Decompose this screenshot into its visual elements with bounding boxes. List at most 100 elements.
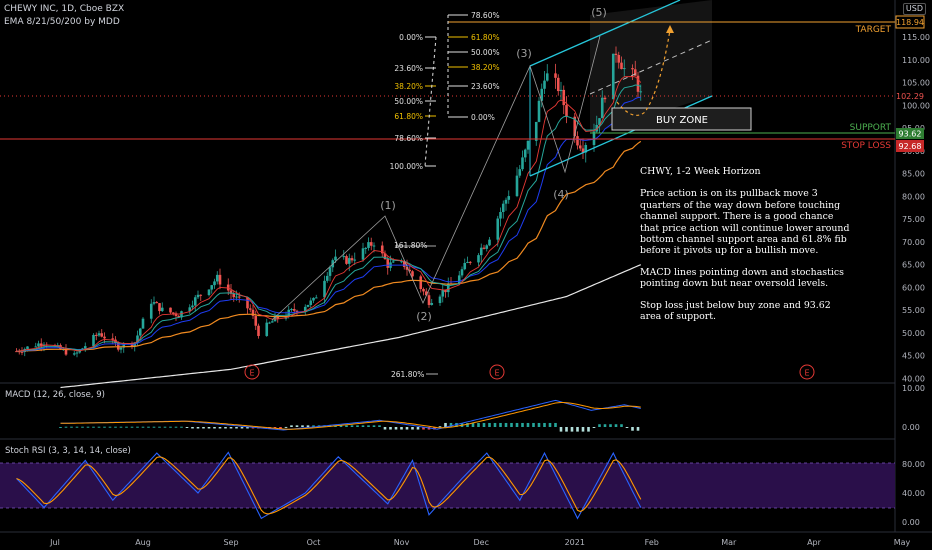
macd-histogram-bar xyxy=(152,426,156,428)
macd-histogram-bar xyxy=(372,425,376,427)
macd-histogram-bar xyxy=(108,426,112,428)
candle-body xyxy=(504,199,508,204)
candle-body xyxy=(578,145,582,149)
macd-histogram-bar xyxy=(141,426,145,428)
macd-histogram-bar xyxy=(598,424,601,427)
macd-histogram-bar xyxy=(537,422,541,427)
macd-histogram-bar xyxy=(587,427,590,432)
macd-histogram-bar xyxy=(284,426,288,428)
macd-signal-line xyxy=(60,402,641,430)
indicator-legend[interactable]: EMA 8/21/50/200 by MDD xyxy=(4,17,120,27)
macd-histogram-bar xyxy=(169,426,172,428)
macd-histogram-bar xyxy=(499,422,502,427)
macd-histogram-bar xyxy=(405,427,409,430)
support-price-tag xyxy=(896,128,924,139)
time-tick-label: Dec xyxy=(474,538,489,547)
macd-histogram-bar xyxy=(290,425,293,427)
candle-body xyxy=(100,333,104,337)
time-tick-label: Sep xyxy=(223,538,238,547)
candle-body xyxy=(400,261,403,263)
fib-right-382: 38.20% xyxy=(471,63,500,72)
projected-arrowhead xyxy=(666,25,674,33)
macd-histogram-bar xyxy=(312,425,315,427)
symbol-legend[interactable]: CHEWY INC, 1D, Cboe BZX xyxy=(4,4,125,14)
candle-body xyxy=(482,247,486,249)
price-tick-label: 70.00 xyxy=(902,238,925,247)
stoch-pane xyxy=(16,451,642,520)
earnings-marker[interactable] xyxy=(799,364,815,380)
fib-right-786: 78.60% xyxy=(471,11,500,20)
candle-body xyxy=(488,239,491,246)
candle-body xyxy=(72,353,76,355)
candle-body xyxy=(174,313,178,316)
macd-histogram-bar xyxy=(416,427,420,430)
time-axis[interactable]: Jul Aug Sep Oct Nov Dec 2021 Feb Mar Apr May xyxy=(49,538,910,547)
macd-histogram-bar xyxy=(163,426,167,428)
candle-body xyxy=(229,290,233,294)
macd-histogram-bar xyxy=(631,427,634,431)
candle-body xyxy=(309,300,313,305)
price-tick-label: 40.00 xyxy=(902,374,925,383)
macd-histogram-bar xyxy=(235,427,238,429)
macd-histogram-bar xyxy=(400,427,403,430)
ema-200-line xyxy=(60,264,642,389)
macd-tick-10: 10.00 xyxy=(902,384,925,393)
buy-zone-box[interactable] xyxy=(611,107,752,131)
macd-histogram-bar xyxy=(433,427,436,430)
candle-body xyxy=(251,309,255,316)
macd-histogram-bar xyxy=(383,427,387,430)
stoch-d-line xyxy=(16,456,642,515)
macd-histogram-bar xyxy=(345,425,348,427)
macd-histogram-bar xyxy=(207,427,211,429)
currency-scale-button[interactable]: USD xyxy=(902,3,926,15)
macd-histogram-bar xyxy=(301,425,304,427)
support-label: SUPPORT xyxy=(850,123,892,133)
macd-histogram-bar xyxy=(609,424,612,427)
macd-histogram-bar xyxy=(592,427,596,428)
candle-body xyxy=(430,303,434,305)
earnings-marker[interactable] xyxy=(489,364,505,380)
fib-left-382: 38.20% xyxy=(394,82,423,91)
candle-body xyxy=(97,333,101,336)
macd-histogram-bar xyxy=(411,427,414,430)
price-tick-label: 50.00 xyxy=(902,329,925,338)
macd-histogram-bar xyxy=(97,426,101,428)
candle-body xyxy=(617,54,621,63)
target-price-tag xyxy=(895,15,925,29)
candle-body xyxy=(26,346,29,349)
macd-histogram-bar xyxy=(581,427,585,432)
candle-body xyxy=(292,309,296,311)
macd-histogram-bar xyxy=(196,427,200,429)
candle-body xyxy=(540,88,544,101)
macd-histogram-bar xyxy=(444,422,447,427)
stoch-label: Stoch RSI (3, 3, 14, 14, close) xyxy=(5,446,131,456)
macd-histogram-bar xyxy=(510,422,513,427)
candle-body xyxy=(576,136,579,146)
candle-body xyxy=(386,259,390,268)
candle-body xyxy=(463,262,467,270)
candle-body xyxy=(411,271,414,277)
candle-body xyxy=(507,196,511,200)
macd-histogram-bar xyxy=(339,425,343,427)
candle-body xyxy=(193,297,197,306)
stoch-tick-0: 0.00 xyxy=(902,518,920,527)
macd-histogram-bar xyxy=(103,426,106,428)
candle-body xyxy=(328,267,332,276)
candle-body xyxy=(545,73,549,81)
macd-histogram-bar xyxy=(438,426,442,428)
time-tick-label: Jul xyxy=(49,538,60,547)
candle-body xyxy=(518,169,522,176)
candle-body xyxy=(466,261,469,263)
earnings-marker[interactable] xyxy=(244,364,260,380)
candle-body xyxy=(290,309,293,311)
candle-body xyxy=(155,302,159,304)
candle-body xyxy=(444,289,447,293)
macd-histogram-bar xyxy=(603,424,607,427)
time-tick-label: Nov xyxy=(394,538,410,547)
candle-body xyxy=(268,322,271,324)
candle-body xyxy=(83,346,87,349)
candle-body xyxy=(581,148,585,153)
candle-body xyxy=(501,203,505,213)
earnings-label: E xyxy=(249,369,254,378)
